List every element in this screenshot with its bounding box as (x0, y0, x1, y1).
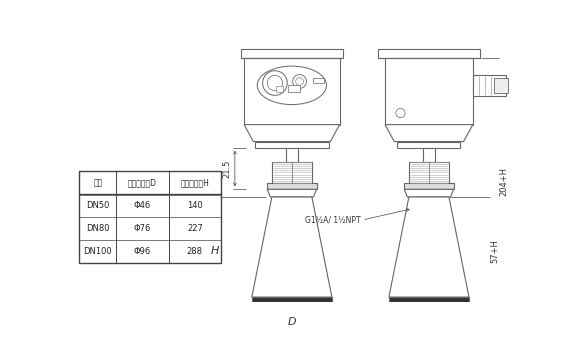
Bar (244, 58, 340, 125)
Bar (409, 162, 449, 183)
Bar (378, 49, 480, 58)
Bar (288, 84, 300, 92)
Text: Φ76: Φ76 (134, 224, 151, 233)
Text: D: D (288, 317, 296, 327)
Text: 227: 227 (187, 224, 203, 233)
Ellipse shape (257, 66, 327, 105)
Polygon shape (389, 197, 469, 297)
Text: H: H (210, 246, 219, 256)
Bar (385, 58, 473, 125)
Bar (423, 148, 435, 162)
Text: 204+H: 204+H (500, 167, 509, 196)
Bar (272, 162, 312, 183)
Polygon shape (385, 125, 473, 142)
Bar (277, 86, 282, 92)
Bar (252, 297, 332, 305)
Bar (397, 142, 460, 148)
Text: G1½A/ 1½NPT: G1½A/ 1½NPT (305, 216, 360, 225)
Text: 288: 288 (187, 247, 203, 256)
Bar (404, 183, 453, 189)
Bar (267, 183, 316, 189)
Text: 喇叭口高度H: 喇叭口高度H (180, 178, 210, 187)
Polygon shape (244, 125, 340, 142)
Polygon shape (252, 197, 332, 297)
Text: 57+H: 57+H (491, 239, 499, 263)
Text: 喇叭口直径D: 喇叭口直径D (128, 178, 157, 187)
Text: Φ46: Φ46 (134, 201, 151, 210)
Polygon shape (404, 189, 453, 197)
Bar (313, 78, 324, 83)
Text: DN80: DN80 (86, 224, 110, 233)
Polygon shape (267, 189, 316, 197)
Bar (255, 142, 329, 148)
Text: 140: 140 (187, 201, 203, 210)
Bar (494, 78, 508, 93)
Bar (473, 75, 506, 96)
Text: 法兰: 法兰 (93, 178, 102, 187)
Text: DN50: DN50 (86, 201, 110, 210)
Bar (389, 297, 469, 305)
Bar (286, 148, 298, 162)
Text: DN100: DN100 (83, 247, 112, 256)
Bar (79, 171, 221, 263)
Text: 21.5: 21.5 (223, 159, 232, 178)
Bar (241, 49, 343, 58)
Text: Φ96: Φ96 (134, 247, 151, 256)
